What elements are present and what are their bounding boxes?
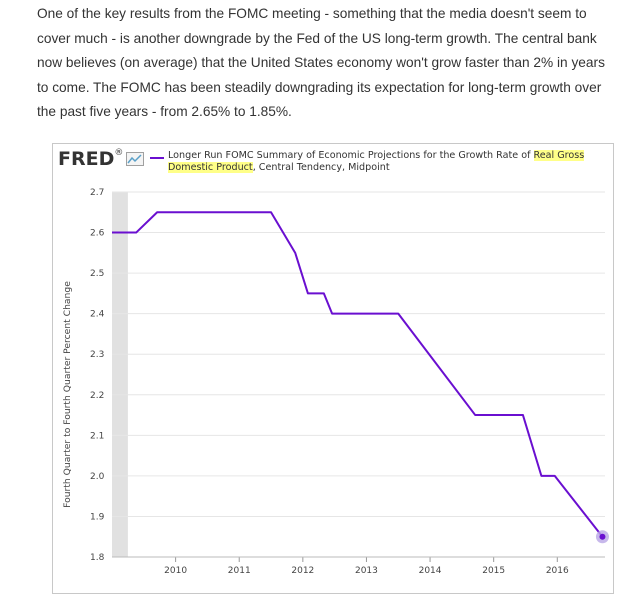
x-tick-label: 2014 <box>419 566 442 576</box>
x-tick-labels: 2010 2011 2012 2013 2014 2015 2016 <box>112 556 605 576</box>
x-tick-label: 2011 <box>228 566 251 576</box>
article-paragraph: One of the key results from the FOMC mee… <box>37 6 605 119</box>
y-tick-label: 2.7 <box>90 188 104 198</box>
gridlines <box>112 191 605 558</box>
y-tick-label: 2.4 <box>90 310 105 320</box>
legend-entry[interactable]: Longer Run FOMC Summary of Economic Proj… <box>168 150 585 173</box>
y-tick-label: 2.5 <box>90 269 104 279</box>
y-tick-label: 2.0 <box>90 472 105 482</box>
y-axis-title: Fourth Quarter to Fourth Quarter Percent… <box>62 281 73 508</box>
series-line <box>112 211 604 538</box>
x-tick-label: 2016 <box>546 566 569 576</box>
last-point-marker[interactable] <box>599 533 606 540</box>
fred-chart: 1.8 1.9 2.0 2.1 2.2 2.3 2.4 2.5 2.6 2.7 2010 2011 2… <box>52 143 614 594</box>
y-tick-label: 1.8 <box>90 553 105 563</box>
fred-logo[interactable]: FRED® <box>58 148 124 170</box>
x-tick-label: 2015 <box>482 566 505 576</box>
y-tick-label: 2.6 <box>90 229 105 239</box>
y-tick-label: 1.9 <box>90 512 105 522</box>
x-tick-label: 2010 <box>164 566 187 576</box>
x-tick-label: 2013 <box>355 566 378 576</box>
y-tick-labels: 1.8 1.9 2.0 2.1 2.2 2.3 2.4 2.5 2.6 2.7 <box>90 188 105 563</box>
y-tick-label: 2.2 <box>90 391 104 401</box>
x-tick-label: 2012 <box>291 566 314 576</box>
legend-swatch <box>150 157 164 159</box>
y-tick-label: 2.3 <box>90 350 104 360</box>
chart-svg: 1.81.92.02.12.22.32.42.52.62.7 2010 2011 2… <box>62 188 609 576</box>
line-chart-icon <box>126 152 144 166</box>
y-tick-label: 2.1 <box>90 431 104 441</box>
recession-shade <box>112 192 128 557</box>
series-group <box>112 211 609 544</box>
